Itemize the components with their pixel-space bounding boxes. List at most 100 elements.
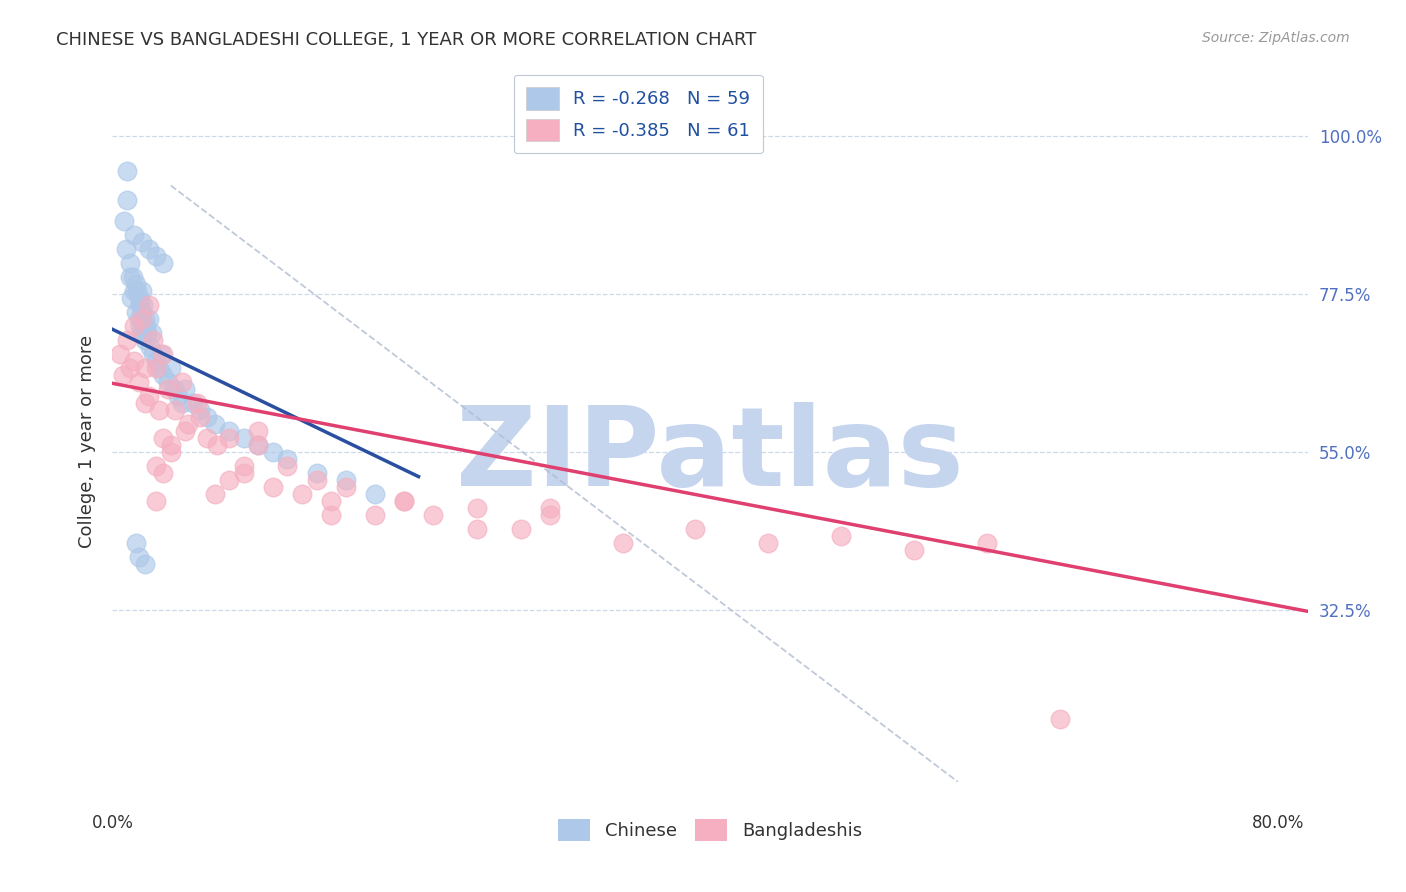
Point — [128, 311, 150, 326]
Point — [364, 487, 387, 501]
Point — [218, 431, 240, 445]
Point — [152, 466, 174, 480]
Point — [152, 368, 174, 382]
Point — [131, 305, 153, 319]
Point — [124, 354, 146, 368]
Point — [124, 318, 146, 333]
Point — [149, 347, 172, 361]
Point — [276, 459, 298, 474]
Point — [172, 396, 194, 410]
Point — [136, 326, 159, 340]
Point — [612, 536, 634, 550]
Point — [138, 298, 160, 312]
Legend: Chinese, Bangladeshis: Chinese, Bangladeshis — [551, 812, 869, 848]
Point — [163, 382, 186, 396]
Point — [204, 417, 226, 431]
Point — [118, 255, 141, 269]
Point — [115, 333, 138, 347]
Point — [108, 347, 131, 361]
Point — [156, 382, 179, 396]
Point — [165, 403, 187, 417]
Point — [181, 396, 204, 410]
Point — [174, 382, 197, 396]
Point — [207, 438, 229, 452]
Point — [142, 333, 165, 347]
Point — [685, 522, 707, 536]
Point — [830, 529, 852, 543]
Point — [159, 360, 181, 375]
Point — [465, 501, 488, 516]
Point — [976, 536, 998, 550]
Text: Source: ZipAtlas.com: Source: ZipAtlas.com — [1202, 31, 1350, 45]
Point — [128, 550, 150, 565]
Point — [218, 473, 240, 487]
Point — [135, 318, 157, 333]
Point — [392, 494, 415, 508]
Point — [195, 431, 218, 445]
Point — [120, 291, 142, 305]
Point — [138, 242, 160, 256]
Text: ZIPatlas: ZIPatlas — [456, 402, 965, 509]
Point — [125, 536, 148, 550]
Point — [195, 409, 218, 424]
Point — [903, 543, 925, 558]
Point — [188, 409, 211, 424]
Point — [152, 431, 174, 445]
Point — [186, 396, 208, 410]
Point — [141, 326, 163, 340]
Point — [152, 347, 174, 361]
Point — [152, 255, 174, 269]
Point — [125, 277, 148, 291]
Point — [129, 298, 152, 312]
Point — [364, 508, 387, 523]
Point — [134, 333, 156, 347]
Point — [392, 494, 415, 508]
Point — [134, 558, 156, 572]
Point — [156, 375, 179, 389]
Point — [145, 360, 167, 375]
Point — [204, 487, 226, 501]
Point — [142, 347, 165, 361]
Point — [115, 164, 138, 178]
Point — [145, 249, 167, 263]
Point — [148, 360, 170, 375]
Point — [159, 438, 181, 452]
Point — [145, 494, 167, 508]
Point — [139, 340, 162, 354]
Point — [145, 459, 167, 474]
Point — [112, 213, 135, 227]
Point — [114, 242, 136, 256]
Point — [129, 318, 152, 333]
Point — [132, 318, 155, 333]
Point — [122, 269, 145, 284]
Point — [1049, 712, 1071, 726]
Point — [305, 466, 328, 480]
Point — [111, 368, 134, 382]
Point — [335, 473, 357, 487]
Point — [319, 508, 342, 523]
Point — [188, 403, 211, 417]
Point — [118, 269, 141, 284]
Point — [127, 284, 149, 298]
Point — [128, 291, 150, 305]
Point — [335, 480, 357, 494]
Point — [128, 375, 150, 389]
Point — [538, 501, 561, 516]
Text: CHINESE VS BANGLADESHI COLLEGE, 1 YEAR OR MORE CORRELATION CHART: CHINESE VS BANGLADESHI COLLEGE, 1 YEAR O… — [56, 31, 756, 49]
Point — [134, 396, 156, 410]
Point — [218, 424, 240, 438]
Point — [124, 284, 146, 298]
Point — [305, 473, 328, 487]
Point — [134, 311, 156, 326]
Point — [174, 424, 197, 438]
Point — [159, 445, 181, 459]
Point — [319, 494, 342, 508]
Point — [247, 438, 270, 452]
Point — [145, 354, 167, 368]
Point — [247, 438, 270, 452]
Point — [232, 431, 254, 445]
Point — [422, 508, 444, 523]
Point — [131, 235, 153, 249]
Point — [291, 487, 314, 501]
Point — [538, 508, 561, 523]
